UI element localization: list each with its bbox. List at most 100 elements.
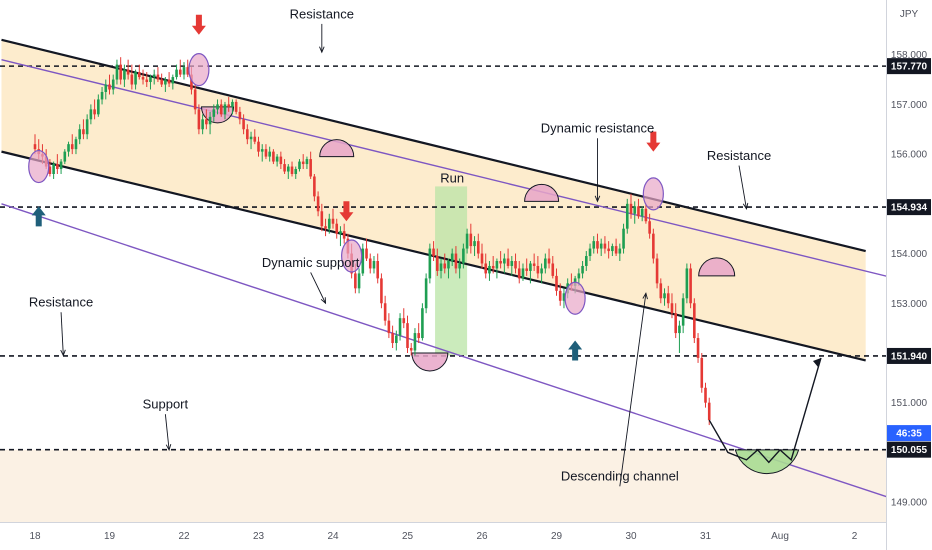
candle-body xyxy=(253,136,257,142)
candle-body xyxy=(268,151,271,157)
candle-body xyxy=(503,258,506,264)
candle xyxy=(432,241,435,261)
candle-body xyxy=(540,268,543,274)
candle-body xyxy=(78,129,81,140)
candle-body xyxy=(536,265,540,274)
candle-body xyxy=(82,129,85,135)
candle xyxy=(238,106,242,125)
projection-path xyxy=(708,357,822,464)
candle xyxy=(696,333,700,363)
candle-body xyxy=(56,164,59,170)
candle xyxy=(540,263,543,284)
candle-body xyxy=(216,104,219,110)
candle xyxy=(678,320,681,353)
candle-body xyxy=(674,313,677,334)
candle xyxy=(689,263,692,309)
annotation-label: Support xyxy=(143,397,189,412)
candle-body xyxy=(678,325,681,334)
candle-body xyxy=(588,248,592,257)
candle-body xyxy=(417,333,420,339)
candle xyxy=(275,154,279,167)
candle-body xyxy=(640,208,644,217)
candle xyxy=(704,382,707,408)
candle xyxy=(33,134,37,155)
candle xyxy=(324,218,327,237)
candle xyxy=(462,243,465,269)
level-price-label: 157.770 xyxy=(891,62,928,73)
candle-body xyxy=(484,263,488,274)
candle-body xyxy=(309,159,312,177)
candle xyxy=(551,256,555,279)
annotation-pointer xyxy=(310,272,326,304)
candle xyxy=(629,193,633,219)
candle-body xyxy=(625,203,629,229)
candle xyxy=(439,258,443,279)
candle-body xyxy=(521,268,525,279)
y-tick-label: 151.000 xyxy=(891,398,928,409)
candle-body xyxy=(257,141,260,152)
candle xyxy=(398,313,402,341)
candle xyxy=(123,64,126,87)
candle-body xyxy=(108,84,111,90)
candle xyxy=(182,62,186,80)
sell-arrow-icon xyxy=(339,201,354,222)
candle xyxy=(178,59,182,78)
candle-body xyxy=(272,151,275,162)
candle-body xyxy=(495,261,499,269)
candle-body xyxy=(275,156,279,162)
candle xyxy=(223,101,227,120)
candle xyxy=(264,144,268,160)
candle-body xyxy=(219,104,223,115)
candle-body xyxy=(383,303,387,321)
candle xyxy=(700,352,704,393)
annotation-pointer-head xyxy=(642,292,648,300)
candle-body xyxy=(361,248,365,274)
touch-circle xyxy=(188,52,210,87)
candle-body xyxy=(283,164,286,172)
reaction-arc xyxy=(524,183,560,202)
candle-body xyxy=(193,89,197,110)
annotation-pointer xyxy=(738,165,747,209)
candle xyxy=(421,303,424,341)
candle xyxy=(111,74,115,95)
candle xyxy=(544,253,547,274)
candle xyxy=(476,233,480,259)
candle-body xyxy=(450,253,454,261)
candle-body xyxy=(439,263,443,271)
candle xyxy=(115,59,119,85)
candle xyxy=(655,253,659,289)
candle-body xyxy=(465,233,469,249)
candle-body xyxy=(413,333,417,351)
y-tick-label: 153.000 xyxy=(891,299,928,310)
candle xyxy=(201,114,204,135)
candle xyxy=(149,74,152,90)
candle-body xyxy=(428,248,432,279)
candle xyxy=(409,343,413,356)
candle-body xyxy=(555,275,558,291)
support-zone-band xyxy=(0,449,886,522)
candle-body xyxy=(644,208,648,222)
candle xyxy=(164,77,167,92)
candle-body xyxy=(89,109,93,120)
candle-body xyxy=(476,241,480,254)
candle-body xyxy=(227,104,230,107)
sell-arrow-icon xyxy=(191,14,206,35)
candle-body xyxy=(171,77,175,84)
candle xyxy=(327,213,331,234)
candle xyxy=(126,59,130,80)
candle xyxy=(659,278,663,304)
candle xyxy=(197,104,201,135)
annotation-label: Run xyxy=(440,170,464,185)
candle-body xyxy=(67,144,70,152)
candle xyxy=(491,256,495,274)
candle xyxy=(104,79,108,100)
candle-body xyxy=(331,218,335,224)
candle xyxy=(316,191,320,217)
candle-body xyxy=(432,248,435,257)
candle xyxy=(130,64,134,90)
candle-body xyxy=(63,151,67,162)
candle-body xyxy=(231,101,234,107)
y-tick-label: 156.000 xyxy=(891,150,928,161)
candle-body xyxy=(637,206,640,217)
